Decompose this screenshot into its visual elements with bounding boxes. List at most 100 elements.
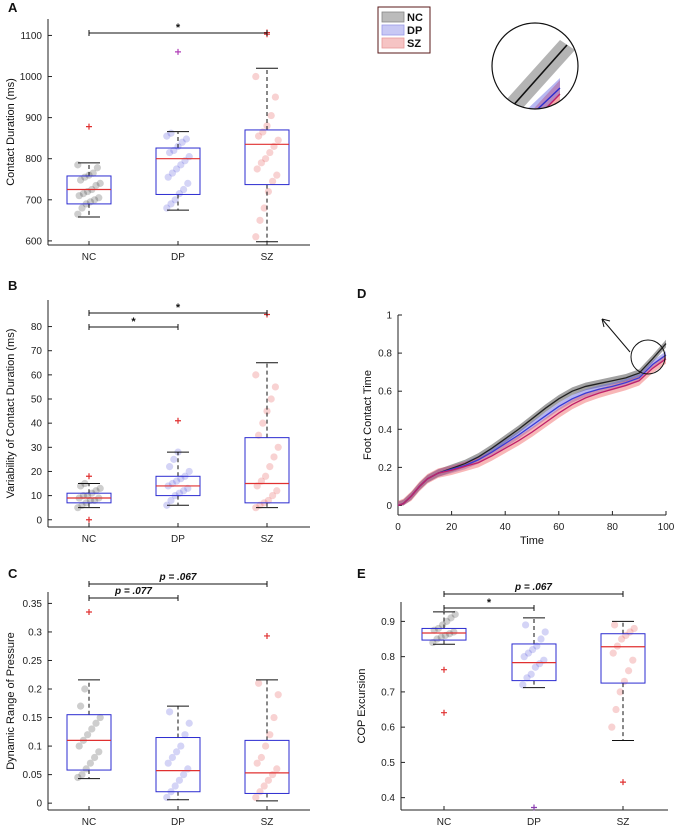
legend-label-sz: SZ	[407, 38, 421, 50]
y-tick-label: 0.5	[381, 758, 395, 769]
data-point	[536, 660, 544, 668]
data-point	[75, 192, 83, 200]
data-point	[263, 407, 271, 415]
data-point	[178, 138, 186, 146]
legend-label-nc: NC	[407, 12, 423, 24]
significance-label: p = .067	[159, 572, 197, 583]
data-point	[260, 204, 268, 212]
data-point	[618, 635, 626, 643]
data-point	[77, 702, 85, 710]
data-point	[88, 725, 96, 733]
x-tick-label: 80	[607, 522, 619, 533]
box	[421, 627, 467, 641]
box	[66, 714, 112, 771]
data-point	[255, 132, 263, 140]
y-tick-label: 800	[25, 154, 42, 165]
y-tick-label: 900	[25, 113, 42, 124]
data-point	[437, 633, 445, 641]
significance-bracket	[88, 324, 179, 330]
arrow-head	[601, 318, 611, 328]
significance-bracket	[88, 30, 268, 36]
x-tick-label: SZ	[261, 534, 274, 545]
data-point	[264, 187, 272, 196]
x-tick-label: SZ	[261, 252, 274, 263]
outlier-marker	[86, 608, 92, 615]
data-point	[167, 200, 175, 208]
data-point	[81, 685, 89, 693]
data-point	[91, 753, 99, 762]
y-tick-label: 0.3	[28, 627, 42, 638]
data-point	[89, 169, 97, 177]
data-point	[263, 122, 271, 130]
panel-letter: A	[8, 0, 18, 15]
significance-label: *	[131, 316, 136, 328]
box	[155, 147, 201, 195]
data-point	[264, 776, 272, 784]
y-axis-label: Contact Duration (ms)	[5, 78, 17, 186]
outlier-marker	[441, 709, 447, 716]
y-axis-label: Variability of Contact Duration (ms)	[5, 329, 17, 499]
data-point	[175, 776, 183, 784]
outlier-marker	[175, 48, 181, 55]
data-point	[262, 472, 270, 480]
y-tick-label: 0.2	[378, 463, 392, 474]
data-point	[177, 742, 185, 750]
outlier-marker	[441, 666, 447, 673]
magnifier-arrow	[601, 318, 631, 353]
box	[244, 437, 290, 504]
x-tick-label: DP	[171, 817, 185, 828]
legend-swatch-dp	[381, 24, 405, 36]
significance-label: *	[487, 597, 492, 609]
y-tick-label: 0.4	[378, 425, 392, 436]
significance-bracket	[88, 595, 179, 601]
data-point	[167, 496, 175, 505]
y-tick-label: 10	[31, 491, 43, 502]
data-point	[273, 765, 281, 773]
data-point	[262, 742, 270, 750]
data-point	[168, 169, 176, 177]
data-point	[166, 708, 174, 716]
data-point	[264, 496, 272, 505]
y-tick-label: 20	[31, 467, 43, 478]
data-point	[253, 759, 261, 767]
data-point	[255, 431, 263, 439]
data-point	[177, 475, 185, 483]
data-point	[529, 645, 537, 654]
data-point	[608, 723, 616, 731]
y-tick-label: 60	[31, 370, 43, 381]
legend-label-dp: DP	[407, 25, 422, 37]
y-tick-label: 40	[31, 419, 43, 430]
data-point	[271, 93, 279, 101]
data-point	[95, 194, 103, 202]
data-point	[259, 419, 267, 427]
data-point	[96, 713, 104, 722]
data-point	[273, 171, 281, 179]
panel-letter: E	[357, 566, 366, 581]
significance-label: p = .077	[114, 586, 152, 597]
data-point	[262, 155, 270, 163]
data-point	[81, 173, 89, 181]
data-point	[609, 649, 617, 657]
data-point	[255, 679, 263, 687]
data-point	[541, 628, 549, 636]
panel-letter: D	[357, 286, 366, 301]
panel-c: C 0 0.05 0.1 0.15 0.2 0.25 0.3 0.35 NC DP SZ Dynamic…	[5, 566, 310, 828]
panel-b: B 0 10 20 30 40 50 60 70 80 NC DP SZ Variability of C…	[5, 278, 310, 545]
zoom-line-dp	[504, 87, 561, 109]
data-point	[74, 210, 82, 218]
data-point	[523, 674, 531, 682]
data-point	[92, 181, 100, 190]
x-tick-label: DP	[527, 817, 541, 828]
x-tick-label: NC	[82, 817, 96, 828]
outlier-marker	[175, 417, 181, 424]
x-tick-label: 60	[553, 522, 565, 533]
data-point	[630, 624, 638, 633]
data-point	[257, 753, 265, 762]
box	[244, 739, 290, 794]
data-point	[447, 614, 455, 622]
x-tick-label: 20	[446, 522, 458, 533]
data-point	[613, 642, 622, 650]
x-tick-label: 0	[395, 522, 401, 533]
y-tick-label: 70	[31, 346, 43, 357]
